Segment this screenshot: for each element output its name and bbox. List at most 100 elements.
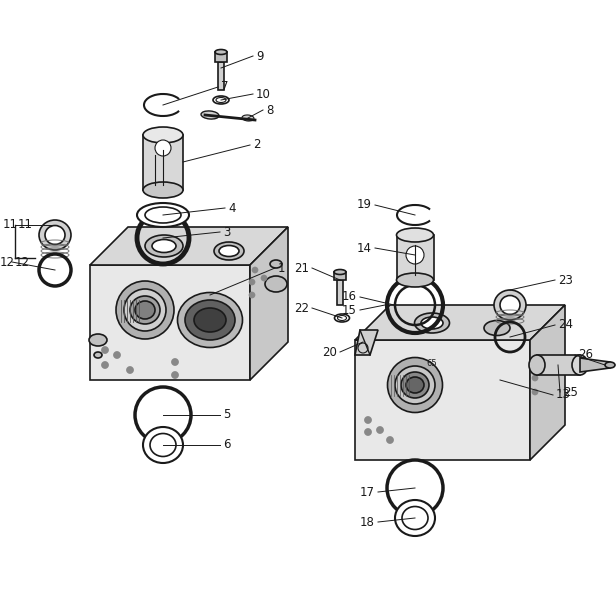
Text: 25: 25	[563, 385, 578, 399]
Circle shape	[365, 429, 371, 435]
Text: 8: 8	[266, 104, 274, 117]
Ellipse shape	[270, 260, 282, 268]
Circle shape	[249, 279, 255, 285]
Text: 24: 24	[558, 319, 573, 331]
Ellipse shape	[406, 377, 424, 393]
Text: 5: 5	[223, 409, 230, 421]
Circle shape	[171, 371, 179, 379]
Circle shape	[386, 436, 394, 444]
Text: 4: 4	[228, 202, 235, 214]
Ellipse shape	[216, 98, 226, 103]
Ellipse shape	[395, 366, 435, 404]
Circle shape	[406, 246, 424, 264]
Polygon shape	[530, 305, 565, 460]
Polygon shape	[397, 235, 434, 280]
Ellipse shape	[334, 314, 349, 322]
Ellipse shape	[152, 240, 176, 253]
Ellipse shape	[94, 352, 102, 358]
Ellipse shape	[265, 276, 287, 292]
Circle shape	[249, 292, 255, 298]
Text: 1: 1	[278, 262, 285, 274]
Text: 2: 2	[253, 138, 261, 152]
Ellipse shape	[143, 127, 183, 143]
Text: 15: 15	[342, 304, 357, 316]
Ellipse shape	[145, 207, 181, 223]
Polygon shape	[218, 62, 224, 90]
Text: 18: 18	[360, 515, 375, 529]
Ellipse shape	[194, 308, 226, 332]
Polygon shape	[355, 340, 530, 460]
Ellipse shape	[137, 203, 189, 227]
Polygon shape	[143, 135, 183, 190]
Text: 9: 9	[256, 50, 264, 63]
Polygon shape	[90, 227, 288, 265]
Circle shape	[532, 375, 538, 381]
Ellipse shape	[397, 273, 434, 287]
Circle shape	[171, 359, 179, 365]
Ellipse shape	[572, 355, 588, 375]
Text: 13: 13	[556, 388, 571, 401]
Ellipse shape	[185, 300, 235, 340]
Ellipse shape	[45, 225, 65, 245]
Ellipse shape	[415, 313, 450, 333]
Ellipse shape	[150, 433, 176, 456]
Text: 65: 65	[427, 359, 437, 367]
Ellipse shape	[135, 301, 155, 319]
Ellipse shape	[395, 500, 435, 536]
Ellipse shape	[529, 355, 545, 375]
Ellipse shape	[402, 506, 428, 529]
Text: 17: 17	[360, 486, 375, 498]
Text: 7: 7	[221, 81, 229, 93]
Ellipse shape	[334, 270, 346, 274]
Ellipse shape	[143, 182, 183, 198]
Circle shape	[376, 427, 384, 433]
Circle shape	[252, 267, 258, 273]
Text: 21: 21	[294, 262, 309, 274]
Circle shape	[358, 343, 368, 353]
Text: 6: 6	[223, 438, 230, 452]
Text: 14: 14	[357, 242, 372, 254]
Text: 22: 22	[294, 302, 309, 314]
Circle shape	[102, 347, 108, 353]
Ellipse shape	[124, 289, 166, 331]
Polygon shape	[355, 305, 565, 340]
Text: 26: 26	[578, 348, 593, 362]
Circle shape	[113, 351, 121, 359]
Circle shape	[532, 389, 538, 395]
Text: 12: 12	[15, 256, 30, 268]
Circle shape	[155, 140, 171, 156]
Polygon shape	[337, 280, 343, 305]
Ellipse shape	[89, 334, 107, 346]
Ellipse shape	[484, 320, 510, 336]
Ellipse shape	[116, 281, 174, 339]
Ellipse shape	[215, 50, 227, 55]
Ellipse shape	[214, 242, 244, 260]
Polygon shape	[580, 358, 610, 372]
Circle shape	[126, 367, 134, 373]
Ellipse shape	[401, 372, 429, 398]
Ellipse shape	[242, 115, 254, 121]
Ellipse shape	[213, 96, 229, 104]
Ellipse shape	[143, 427, 183, 463]
Ellipse shape	[130, 296, 160, 324]
Text: 23: 23	[558, 274, 573, 287]
Circle shape	[261, 275, 267, 281]
Ellipse shape	[500, 296, 520, 314]
Text: 19: 19	[357, 198, 372, 211]
Polygon shape	[355, 330, 378, 355]
Polygon shape	[334, 272, 346, 280]
Ellipse shape	[540, 358, 560, 372]
Ellipse shape	[338, 316, 346, 320]
Circle shape	[102, 362, 108, 368]
Text: 12: 12	[0, 256, 15, 268]
Text: 11: 11	[3, 219, 18, 231]
Ellipse shape	[201, 111, 219, 119]
Ellipse shape	[605, 362, 615, 368]
Polygon shape	[250, 227, 288, 380]
Ellipse shape	[494, 290, 526, 320]
Ellipse shape	[145, 235, 183, 257]
Text: 11: 11	[18, 219, 33, 231]
Text: 10: 10	[256, 87, 271, 101]
Ellipse shape	[397, 228, 434, 242]
Ellipse shape	[219, 245, 239, 257]
